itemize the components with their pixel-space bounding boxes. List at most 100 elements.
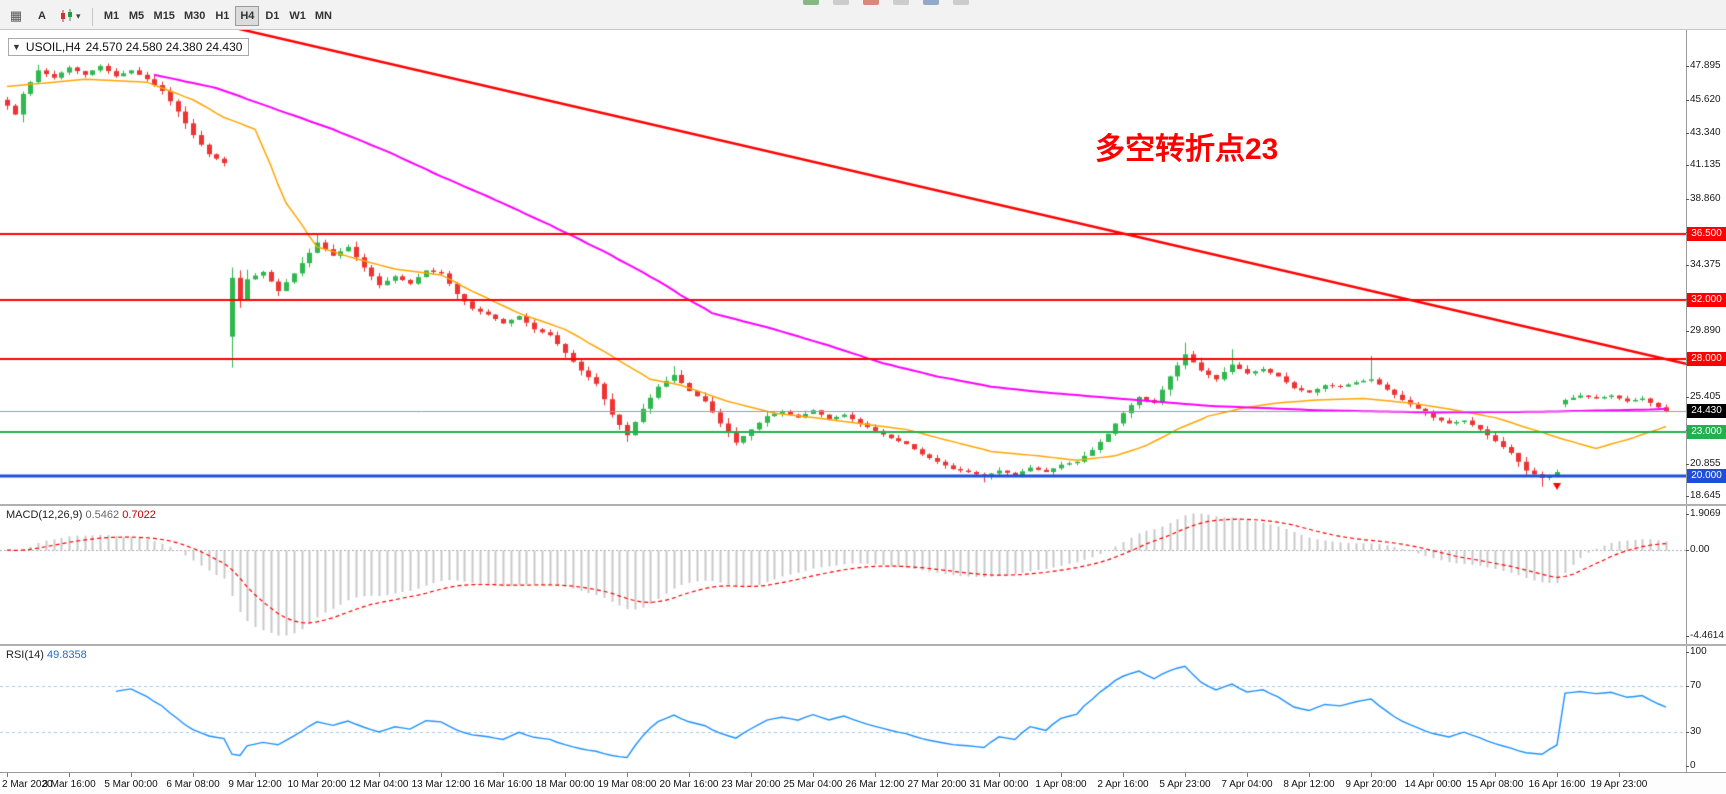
- time-tick: [689, 773, 690, 777]
- time-axis[interactable]: 2 Mar 2020 3 Mar 16:00 5 Mar 00:00 6 Mar 08…: [0, 772, 1726, 794]
- time-tick: [255, 773, 256, 777]
- macd-signal-value: 0.7022: [122, 509, 156, 521]
- timeframe-button-H1[interactable]: H1: [210, 6, 234, 26]
- time-axis-label: 16 Mar 16:00: [473, 779, 533, 790]
- time-tick: [131, 773, 132, 777]
- time-tick: [1371, 773, 1372, 777]
- truncated-toolbar-icons: [803, 0, 969, 6]
- time-axis-label: 1 Apr 08:00: [1035, 779, 1087, 790]
- time-axis-label: 19 Apr 23:00: [1590, 779, 1648, 790]
- time-tick: [441, 773, 442, 777]
- price-panel: 47.89545.62043.34041.13538.86036.58534.3…: [0, 30, 1726, 504]
- time-axis-label: 16 Apr 16:00: [1528, 779, 1586, 790]
- time-tick: [1309, 773, 1310, 777]
- timeframe-button-M30[interactable]: M30: [180, 6, 209, 26]
- price-chart-canvas[interactable]: [0, 30, 1686, 504]
- time-tick: [1247, 773, 1248, 777]
- rsi-axis-label: 70: [1685, 679, 1702, 691]
- price-axis-label: 18.645: [1686, 490, 1721, 502]
- timeframe-button-MN[interactable]: MN: [311, 6, 336, 26]
- truncated-icon: [953, 0, 969, 5]
- truncated-icon: [833, 0, 849, 5]
- time-axis-label: 5 Apr 23:00: [1159, 779, 1211, 790]
- time-tick: [1061, 773, 1062, 777]
- macd-name: MACD(12,26,9): [6, 509, 83, 521]
- macd-panel: 1.9069 0.00 -4.4614 MACD(12,26,9) 0.5462 0…: [0, 506, 1726, 644]
- rsi-panel: 100 70 30 0 RSI(14) 49.8358: [0, 646, 1726, 772]
- time-axis-label: 12 Mar 04:00: [349, 779, 409, 790]
- panel-separator[interactable]: [0, 504, 1726, 506]
- price-axis: 47.89545.62043.34041.13538.86036.58534.3…: [1686, 30, 1726, 504]
- time-tick: [999, 773, 1000, 777]
- macd-axis-label: 0.00: [1685, 544, 1710, 556]
- time-tick: [627, 773, 628, 777]
- panel-separator[interactable]: [0, 644, 1726, 646]
- time-axis-label: 10 Mar 20:00: [287, 779, 347, 790]
- truncated-icon: [803, 0, 819, 5]
- time-axis-label: 9 Mar 12:00: [228, 779, 282, 790]
- timeframe-button-D1[interactable]: D1: [260, 6, 284, 26]
- current-price-badge: 24.430: [1687, 404, 1726, 419]
- macd-axis: 1.9069 0.00 -4.4614: [1685, 506, 1726, 644]
- time-axis-label: 7 Apr 04:00: [1221, 779, 1273, 790]
- time-axis-label: 31 Mar 00:00: [969, 779, 1029, 790]
- truncated-icon: [923, 0, 939, 5]
- rsi-axis: 100 70 30 0: [1685, 646, 1726, 772]
- time-axis-label: 27 Mar 20:00: [907, 779, 967, 790]
- price-level-badge: 20.000: [1687, 469, 1726, 484]
- time-axis-label: 18 Mar 00:00: [535, 779, 595, 790]
- price-axis-label: 29.890: [1686, 324, 1721, 336]
- time-tick: [751, 773, 752, 777]
- price-axis-label: 38.860: [1686, 192, 1721, 204]
- price-axis-label: 25.405: [1686, 390, 1721, 402]
- timeframe-button-W1[interactable]: W1: [285, 6, 310, 26]
- grid-button[interactable]: ▦: [4, 6, 28, 26]
- time-axis-label: 25 Mar 04:00: [783, 779, 843, 790]
- time-axis-label: 6 Mar 08:00: [166, 779, 220, 790]
- price-level-badge: 36.500: [1687, 226, 1726, 241]
- time-axis-label: 26 Mar 12:00: [845, 779, 905, 790]
- time-axis-label: 13 Mar 12:00: [411, 779, 471, 790]
- rsi-label: RSI(14) 49.8358: [6, 649, 87, 661]
- symbol-period-label: USOIL,H4: [25, 40, 81, 54]
- time-tick: [1433, 773, 1434, 777]
- macd-main-value: 0.5462: [85, 509, 120, 521]
- price-level-badge: 32.000: [1687, 292, 1726, 307]
- price-axis-label: 34.375: [1686, 258, 1721, 270]
- chart-type-button[interactable]: ▾: [56, 6, 85, 26]
- price-axis-label: 41.135: [1686, 159, 1721, 171]
- macd-axis-label: -4.4614: [1686, 629, 1724, 641]
- time-axis-label: 8 Apr 12:00: [1283, 779, 1335, 790]
- time-tick: [1619, 773, 1620, 777]
- time-axis-label: 20 Mar 16:00: [659, 779, 719, 790]
- time-axis-label: 23 Mar 20:00: [721, 779, 781, 790]
- price-level-badge: 23.000: [1687, 425, 1726, 440]
- time-axis-label: 2 Mar 2020: [2, 779, 53, 790]
- rsi-name: RSI(14): [6, 649, 44, 661]
- timeframe-button-H4[interactable]: H4: [235, 6, 260, 26]
- rsi-axis-label: 30: [1685, 726, 1702, 738]
- truncated-icon: [863, 0, 879, 5]
- macd-axis-label: 1.9069: [1686, 507, 1721, 519]
- cursor-a-button[interactable]: A: [30, 6, 54, 26]
- timeframe-button-M15[interactable]: M15: [150, 6, 179, 26]
- time-axis-label: 15 Apr 08:00: [1466, 779, 1524, 790]
- time-tick: [7, 773, 8, 777]
- time-axis-label: 5 Mar 00:00: [104, 779, 158, 790]
- macd-label: MACD(12,26,9) 0.5462 0.7022: [6, 509, 156, 521]
- price-axis-label: 47.895: [1686, 60, 1721, 72]
- time-axis-label: 19 Mar 08:00: [597, 779, 657, 790]
- rsi-axis-label: 100: [1686, 646, 1707, 657]
- timeframe-button-M5[interactable]: M5: [125, 6, 149, 26]
- time-tick: [69, 773, 70, 777]
- rsi-value: 49.8358: [46, 649, 87, 661]
- rsi-axis-label: 0: [1686, 760, 1696, 771]
- time-tick: [1123, 773, 1124, 777]
- price-level-badge: 28.000: [1687, 351, 1726, 366]
- rsi-chart-canvas[interactable]: [0, 646, 1686, 772]
- time-axis-label: 9 Apr 20:00: [1345, 779, 1397, 790]
- macd-chart-canvas[interactable]: [0, 506, 1686, 644]
- timeframe-button-M1[interactable]: M1: [100, 6, 124, 26]
- collapse-triangle-icon[interactable]: ▼: [12, 42, 21, 52]
- toolbar: ▦ A ▾ M1 M5 M15 M30 H1 H4 D1 W1 MN: [0, 0, 1726, 30]
